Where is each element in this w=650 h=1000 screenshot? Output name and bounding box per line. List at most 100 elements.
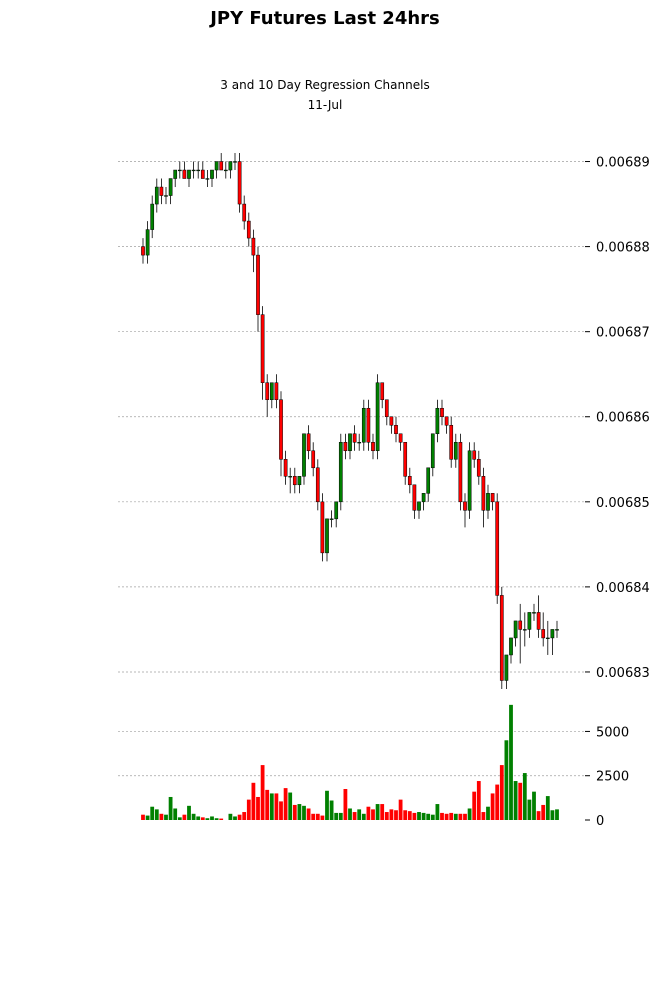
candle-body — [288, 476, 293, 478]
volume-tick-label: 2500 — [596, 770, 629, 785]
candle-body — [274, 382, 279, 400]
volume-bar — [380, 804, 385, 820]
candle — [371, 433, 375, 460]
candle-body — [297, 476, 302, 486]
candle — [555, 620, 559, 638]
candle — [159, 178, 164, 205]
candle — [361, 399, 366, 451]
candle — [440, 399, 444, 426]
volume-bar — [242, 812, 247, 820]
candle — [467, 442, 472, 519]
volume-bar — [458, 813, 463, 820]
volume-bar — [246, 799, 251, 820]
volume-bar — [518, 782, 523, 820]
candle — [297, 476, 302, 494]
volume-bar — [168, 796, 173, 820]
volume-bar — [472, 791, 477, 820]
volume-bars — [141, 704, 559, 820]
candle-body — [417, 501, 421, 511]
volume-bar — [394, 810, 398, 820]
volume-bar — [154, 809, 159, 820]
candle-body — [357, 442, 362, 444]
candle-body — [329, 518, 334, 520]
candle — [141, 238, 145, 264]
candle — [292, 467, 297, 494]
candle — [338, 433, 343, 511]
volume-bar — [509, 704, 513, 820]
volume-bar — [555, 809, 559, 820]
volume-bar — [476, 781, 481, 820]
volume-bar — [164, 814, 168, 820]
candle-body — [389, 416, 394, 426]
candle-body — [228, 161, 233, 171]
candle — [274, 374, 279, 409]
candle-body — [334, 501, 339, 520]
candle — [219, 153, 224, 171]
candle-body — [412, 484, 417, 511]
candle-body — [541, 629, 546, 639]
candle — [325, 518, 329, 562]
volume-bar — [430, 814, 435, 820]
volume-bar — [444, 813, 449, 820]
volume-bar — [274, 793, 279, 820]
candle — [302, 433, 306, 485]
volume-bar — [348, 808, 352, 820]
candle-body — [348, 433, 352, 452]
price-tick-label: 0.00683 — [596, 666, 650, 681]
volume-bar — [173, 808, 178, 820]
candle-body — [164, 195, 168, 197]
candle-body — [380, 382, 385, 400]
volume-bar — [486, 806, 490, 820]
volume-bar — [228, 813, 233, 820]
candle — [196, 161, 201, 179]
candle — [449, 416, 454, 468]
candle-body — [205, 178, 210, 180]
candle-body — [237, 161, 242, 205]
volume-bar — [541, 804, 546, 820]
candle-body — [196, 169, 201, 172]
candle — [246, 212, 251, 247]
candle — [472, 442, 477, 468]
candle — [269, 382, 274, 409]
candle-body — [403, 442, 408, 477]
candle-body — [375, 382, 380, 452]
candle — [527, 612, 532, 638]
volume-bar — [260, 765, 265, 820]
candle — [210, 169, 214, 188]
candle-body — [315, 467, 320, 503]
price-tick-label: 0.00685 — [596, 496, 650, 511]
candle — [458, 433, 463, 511]
candle — [288, 467, 293, 494]
candle-body — [527, 612, 532, 630]
candle — [150, 195, 155, 239]
candle — [394, 416, 398, 443]
volume-bar — [550, 810, 555, 820]
candle — [154, 178, 159, 213]
volume-bar — [407, 811, 412, 820]
candle-body — [154, 186, 159, 205]
candle-body — [214, 161, 219, 171]
volume-bar — [453, 813, 458, 820]
price-tick-label: 0.00688 — [596, 241, 650, 256]
volume-bar — [302, 805, 306, 820]
candle-body — [472, 450, 477, 460]
volume-bar — [532, 791, 536, 820]
candle-body — [343, 442, 348, 452]
volume-bar — [325, 790, 329, 820]
candle — [513, 620, 518, 647]
candle-body — [394, 425, 398, 435]
candle — [256, 246, 260, 332]
candle — [265, 374, 270, 417]
price-tick-label: 0.00687 — [596, 326, 650, 341]
candle — [417, 501, 421, 519]
candle — [463, 493, 467, 528]
candle — [486, 484, 490, 519]
candle — [173, 169, 178, 188]
candle — [536, 595, 541, 638]
candle — [251, 229, 256, 273]
candle-body — [518, 620, 523, 630]
candle-body — [398, 433, 403, 443]
candle-body — [141, 246, 145, 256]
volume-bar — [150, 806, 155, 820]
volume-bar — [269, 793, 274, 820]
